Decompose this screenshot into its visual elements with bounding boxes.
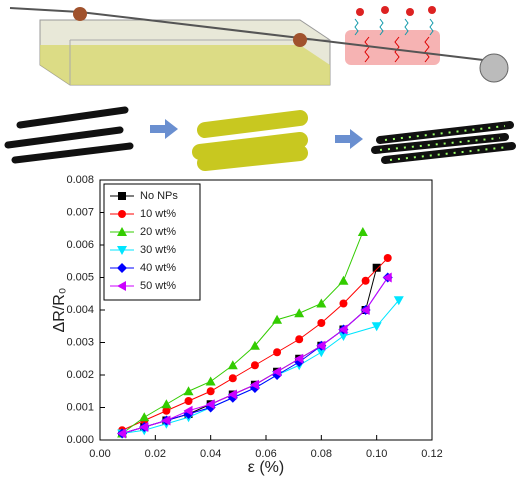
y-tick-label: 0.003 — [66, 336, 94, 348]
y-tick-label: 0.001 — [66, 401, 94, 413]
marker — [294, 308, 305, 318]
marker — [338, 324, 348, 335]
fiber — [9, 7, 501, 63]
y-tick-label: 0.007 — [66, 206, 94, 218]
marker — [227, 360, 238, 370]
marker — [383, 254, 392, 262]
marker — [361, 276, 370, 285]
marker — [228, 374, 237, 383]
legend-marker — [117, 246, 127, 255]
legend-label: 20 wt% — [140, 226, 176, 238]
vapor-waves — [354, 18, 434, 36]
legend-label: 40 wt% — [140, 262, 176, 274]
marker — [139, 412, 150, 422]
legend-label: 30 wt% — [140, 244, 176, 256]
marker — [357, 227, 368, 236]
x-tick-label: 0.02 — [145, 448, 166, 460]
legend-marker — [117, 263, 127, 273]
marker — [161, 415, 171, 426]
y-tick-label: 0.008 — [66, 174, 94, 186]
marker — [338, 275, 349, 285]
marker — [382, 272, 392, 283]
marker — [205, 399, 215, 410]
roller — [73, 7, 87, 21]
marker — [316, 348, 327, 358]
marker — [393, 296, 404, 306]
x-tick-label: 0.00 — [89, 448, 110, 460]
np-fibers — [371, 121, 516, 164]
x-tick-label: 0.08 — [311, 448, 332, 460]
heater — [345, 30, 440, 65]
marker — [338, 332, 349, 341]
legend-label: No NPs — [140, 190, 178, 202]
marker — [317, 319, 326, 327]
x-axis-title: ε (%) — [248, 459, 284, 476]
y-tick-label: 0.004 — [66, 304, 94, 316]
marker — [294, 353, 304, 364]
legend-marker — [118, 210, 126, 218]
marker — [161, 399, 172, 409]
marker — [184, 397, 193, 405]
series-line — [121, 277, 389, 434]
roller — [293, 33, 307, 47]
legend-marker — [117, 227, 127, 236]
molecules — [356, 6, 436, 16]
illustration — [4, 6, 516, 171]
arrow — [150, 119, 178, 139]
marker — [295, 335, 304, 344]
marker — [250, 361, 259, 370]
marker — [273, 348, 282, 357]
marker — [272, 366, 282, 377]
marker — [162, 406, 171, 415]
marker — [227, 389, 237, 400]
series-line — [121, 277, 389, 434]
y-tick-label: 0.005 — [66, 271, 94, 283]
legend-box — [103, 183, 201, 301]
bare-fibers — [4, 106, 134, 164]
marker — [339, 299, 348, 308]
legend-marker — [118, 192, 126, 200]
marker — [249, 340, 260, 350]
marker — [205, 376, 216, 386]
y-tick-label: 0.002 — [66, 369, 94, 381]
marker — [272, 314, 283, 324]
marker — [249, 379, 259, 390]
marker — [316, 340, 326, 351]
y-axis-title: ΔR/R₀ — [51, 288, 68, 333]
y-tick-label: 0.006 — [66, 239, 94, 251]
marker — [360, 305, 370, 315]
marker — [183, 405, 193, 416]
x-tick-label: 0.04 — [200, 448, 221, 460]
marker — [139, 422, 149, 432]
legend-label: 50 wt% — [140, 280, 176, 292]
spool — [479, 53, 509, 83]
marker — [183, 386, 194, 396]
marker — [371, 322, 382, 332]
marker — [117, 428, 127, 439]
legend-label: 10 wt% — [140, 208, 176, 220]
marker — [316, 298, 327, 308]
x-tick-label: 0.10 — [366, 448, 387, 460]
y-tick-label: 0.000 — [66, 434, 94, 446]
legend-marker — [117, 281, 126, 291]
chart: ε (%) ΔR/R₀ — [51, 179, 433, 476]
liquid — [40, 45, 330, 85]
x-tick-label: 0.12 — [421, 448, 442, 460]
arrow — [335, 129, 363, 149]
marker — [206, 387, 215, 396]
x-tick-label: 0.06 — [255, 448, 276, 460]
marker — [372, 263, 381, 272]
coated-fibers — [192, 110, 308, 171]
